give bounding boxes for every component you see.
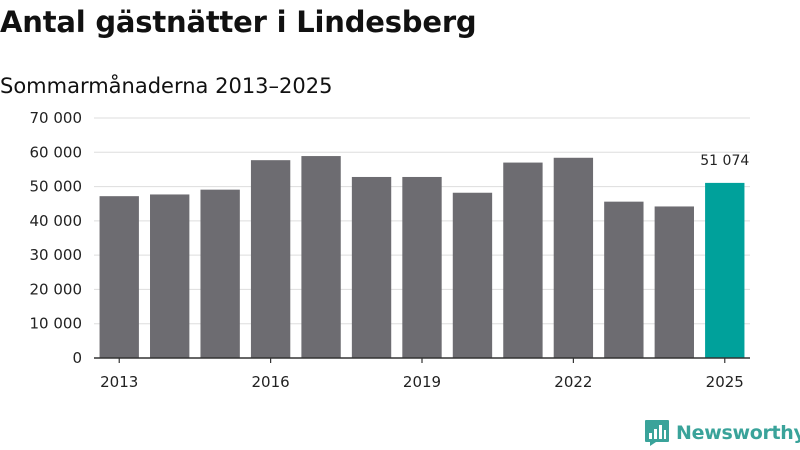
- x-tick-label: 2016: [252, 373, 290, 391]
- y-tick-label: 50 000: [30, 178, 83, 196]
- data-labels: 51 074: [700, 153, 749, 169]
- x-tick-label: 2025: [706, 373, 744, 391]
- newsworthy-logo: Newsworthy: [644, 419, 800, 447]
- y-tick-label: 60 000: [30, 143, 83, 161]
- x-axis-labels: 2013 2016 2019 2022 2025: [100, 373, 744, 391]
- y-axis-labels: 0 10 000 20 000 30 000 40 000 50 000 60 000 70 …: [30, 109, 83, 367]
- bars: [99, 156, 745, 358]
- bar-2024: [654, 206, 694, 358]
- y-tick-label: 20 000: [30, 280, 83, 298]
- bar-2018: [351, 176, 392, 358]
- bar-2015: [200, 189, 240, 358]
- y-tick-label: 30 000: [30, 246, 83, 264]
- chart-subtitle: Sommarmånaderna 2013–2025: [0, 74, 333, 98]
- bar-2023: [604, 201, 644, 358]
- bar-2021: [503, 162, 543, 358]
- x-tick-label: 2019: [403, 373, 441, 391]
- bar-2014: [150, 194, 190, 358]
- bar-2017: [301, 156, 341, 358]
- newsworthy-logo-icon: [645, 420, 669, 446]
- bar-2013: [99, 196, 139, 358]
- data-label: 51 074: [700, 153, 749, 169]
- y-tick-label: 40 000: [30, 212, 83, 230]
- bar-2019: [402, 176, 442, 358]
- y-tick-label: 70 000: [30, 109, 83, 127]
- x-axis: [94, 357, 750, 363]
- chart-title: Antal gästnätter i Lindesberg: [0, 5, 477, 39]
- x-tick-label: 2022: [554, 373, 592, 391]
- y-tick-label: 10 000: [30, 315, 83, 333]
- y-tick-label: 0: [72, 349, 82, 367]
- bar-2025: [705, 182, 745, 358]
- bar-2020: [452, 192, 493, 358]
- x-tick-label: 2013: [100, 373, 138, 391]
- bar-2016: [250, 160, 291, 358]
- bar-2022: [553, 157, 594, 358]
- brand-name: Newsworthy: [676, 422, 800, 444]
